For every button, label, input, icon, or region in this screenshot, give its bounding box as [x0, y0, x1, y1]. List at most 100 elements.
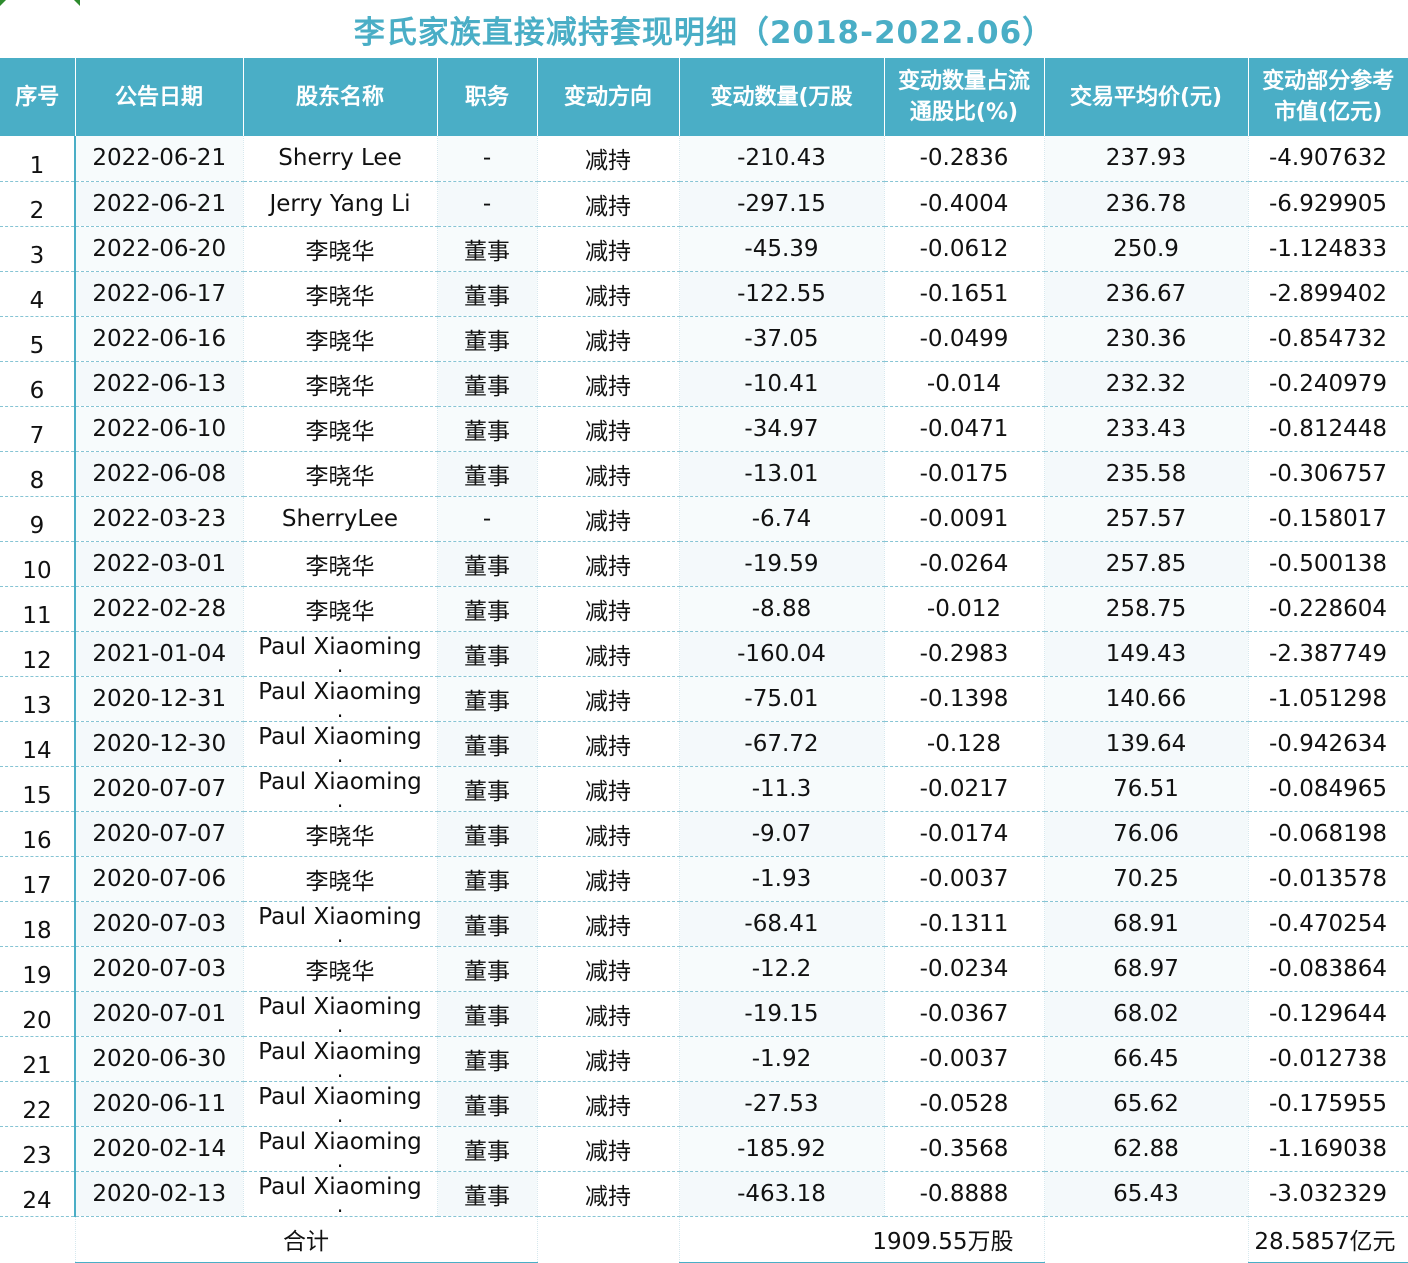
cell-change-qty[interactable]: -463.18: [679, 1171, 884, 1216]
cell-avg-price[interactable]: 236.67: [1044, 271, 1248, 316]
cell-market-value[interactable]: -0.012738: [1248, 1036, 1408, 1081]
cell-position[interactable]: 董事: [437, 811, 537, 856]
cell-date[interactable]: 2020-12-31: [75, 676, 243, 721]
cell-avg-price[interactable]: 232.32: [1044, 361, 1248, 406]
cell-avg-price[interactable]: 76.06: [1044, 811, 1248, 856]
cell-market-value[interactable]: -2.899402: [1248, 271, 1408, 316]
cell-change-qty[interactable]: -75.01: [679, 676, 884, 721]
cell-change-qty[interactable]: -185.92: [679, 1126, 884, 1171]
cell-shareholder-name[interactable]: Paul Xiaoming.: [243, 766, 437, 811]
cell-shareholder-name[interactable]: Paul Xiaoming.: [243, 901, 437, 946]
cell-change-qty[interactable]: -160.04: [679, 631, 884, 676]
cell-position[interactable]: 董事: [437, 1081, 537, 1126]
cell-market-value[interactable]: -0.854732: [1248, 316, 1408, 361]
cell-direction[interactable]: 减持: [537, 496, 679, 541]
cell-change-qty[interactable]: -122.55: [679, 271, 884, 316]
cell-index[interactable]: 1: [0, 136, 75, 181]
cell-position[interactable]: 董事: [437, 946, 537, 991]
cell-change-qty[interactable]: -11.3: [679, 766, 884, 811]
cell-index[interactable]: 23: [0, 1126, 75, 1171]
cell-shareholder-name[interactable]: Paul Xiaoming.: [243, 1171, 437, 1216]
cell-direction[interactable]: 减持: [537, 136, 679, 181]
cell-market-value[interactable]: -3.032329: [1248, 1171, 1408, 1216]
cell-date[interactable]: 2022-02-28: [75, 586, 243, 631]
cell-change-ratio[interactable]: -0.128: [884, 721, 1044, 766]
cell-change-qty[interactable]: -8.88: [679, 586, 884, 631]
cell-avg-price[interactable]: 65.43: [1044, 1171, 1248, 1216]
cell-market-value[interactable]: -0.158017: [1248, 496, 1408, 541]
cell-avg-price[interactable]: 258.75: [1044, 586, 1248, 631]
cell-avg-price[interactable]: 235.58: [1044, 451, 1248, 496]
cell-direction[interactable]: 减持: [537, 1126, 679, 1171]
header-idx[interactable]: 序号: [0, 58, 75, 136]
cell-avg-price[interactable]: 230.36: [1044, 316, 1248, 361]
cell-direction[interactable]: 减持: [537, 451, 679, 496]
header-qty[interactable]: 变动数量(万股: [679, 58, 884, 136]
cell-shareholder-name[interactable]: Paul Xiaoming.: [243, 676, 437, 721]
cell-avg-price[interactable]: 237.93: [1044, 136, 1248, 181]
cell-market-value[interactable]: -0.175955: [1248, 1081, 1408, 1126]
cell-position[interactable]: 董事: [437, 991, 537, 1036]
cell-shareholder-name[interactable]: Paul Xiaoming.: [243, 631, 437, 676]
cell-change-qty[interactable]: -27.53: [679, 1081, 884, 1126]
cell-index[interactable]: 14: [0, 721, 75, 766]
cell-shareholder-name[interactable]: 李晓华: [243, 271, 437, 316]
cell-change-qty[interactable]: -67.72: [679, 721, 884, 766]
cell-shareholder-name[interactable]: 李晓华: [243, 406, 437, 451]
cell-direction[interactable]: 减持: [537, 766, 679, 811]
cell-index[interactable]: 24: [0, 1171, 75, 1216]
cell-change-ratio[interactable]: -0.0174: [884, 811, 1044, 856]
cell-avg-price[interactable]: 149.43: [1044, 631, 1248, 676]
cell-index[interactable]: 16: [0, 811, 75, 856]
header-direction[interactable]: 变动方向: [537, 58, 679, 136]
cell-shareholder-name[interactable]: 李晓华: [243, 586, 437, 631]
cell-shareholder-name[interactable]: 李晓华: [243, 226, 437, 271]
total-empty-cell[interactable]: [537, 1216, 679, 1262]
cell-avg-price[interactable]: 250.9: [1044, 226, 1248, 271]
cell-direction[interactable]: 减持: [537, 586, 679, 631]
cell-shareholder-name[interactable]: Paul Xiaoming.: [243, 1036, 437, 1081]
cell-position[interactable]: 董事: [437, 676, 537, 721]
cell-date[interactable]: 2020-07-07: [75, 766, 243, 811]
cell-direction[interactable]: 减持: [537, 991, 679, 1036]
cell-change-qty[interactable]: -9.07: [679, 811, 884, 856]
cell-index[interactable]: 5: [0, 316, 75, 361]
cell-change-qty[interactable]: -34.97: [679, 406, 884, 451]
cell-direction[interactable]: 减持: [537, 1036, 679, 1081]
cell-avg-price[interactable]: 62.88: [1044, 1126, 1248, 1171]
header-name[interactable]: 股东名称: [243, 58, 437, 136]
cell-index[interactable]: 2: [0, 181, 75, 226]
cell-index[interactable]: 19: [0, 946, 75, 991]
cell-index[interactable]: 22: [0, 1081, 75, 1126]
cell-index[interactable]: 10: [0, 541, 75, 586]
cell-change-ratio[interactable]: -0.0471: [884, 406, 1044, 451]
cell-index[interactable]: 15: [0, 766, 75, 811]
cell-position[interactable]: 董事: [437, 901, 537, 946]
cell-date[interactable]: 2022-06-20: [75, 226, 243, 271]
cell-change-qty[interactable]: -68.41: [679, 901, 884, 946]
cell-direction[interactable]: 减持: [537, 946, 679, 991]
cell-direction[interactable]: 减持: [537, 406, 679, 451]
cell-direction[interactable]: 减持: [537, 181, 679, 226]
cell-shareholder-name[interactable]: 李晓华: [243, 856, 437, 901]
cell-avg-price[interactable]: 236.78: [1044, 181, 1248, 226]
header-value[interactable]: 变动部分参考 市值(亿元): [1248, 58, 1408, 136]
cell-direction[interactable]: 减持: [537, 721, 679, 766]
cell-change-ratio[interactable]: -0.012: [884, 586, 1044, 631]
total-empty-cell[interactable]: [1044, 1216, 1248, 1262]
cell-shareholder-name[interactable]: 李晓华: [243, 541, 437, 586]
cell-market-value[interactable]: -0.942634: [1248, 721, 1408, 766]
cell-shareholder-name[interactable]: Jerry Yang Li: [243, 181, 437, 226]
cell-avg-price[interactable]: 139.64: [1044, 721, 1248, 766]
cell-date[interactable]: 2020-02-13: [75, 1171, 243, 1216]
cell-date[interactable]: 2022-06-21: [75, 136, 243, 181]
cell-index[interactable]: 8: [0, 451, 75, 496]
cell-date[interactable]: 2022-06-17: [75, 271, 243, 316]
cell-change-ratio[interactable]: -0.2983: [884, 631, 1044, 676]
cell-change-ratio[interactable]: -0.1311: [884, 901, 1044, 946]
cell-market-value[interactable]: -6.929905: [1248, 181, 1408, 226]
cell-date[interactable]: 2020-07-06: [75, 856, 243, 901]
cell-date[interactable]: 2020-06-11: [75, 1081, 243, 1126]
cell-date[interactable]: 2020-12-30: [75, 721, 243, 766]
cell-direction[interactable]: 减持: [537, 1171, 679, 1216]
